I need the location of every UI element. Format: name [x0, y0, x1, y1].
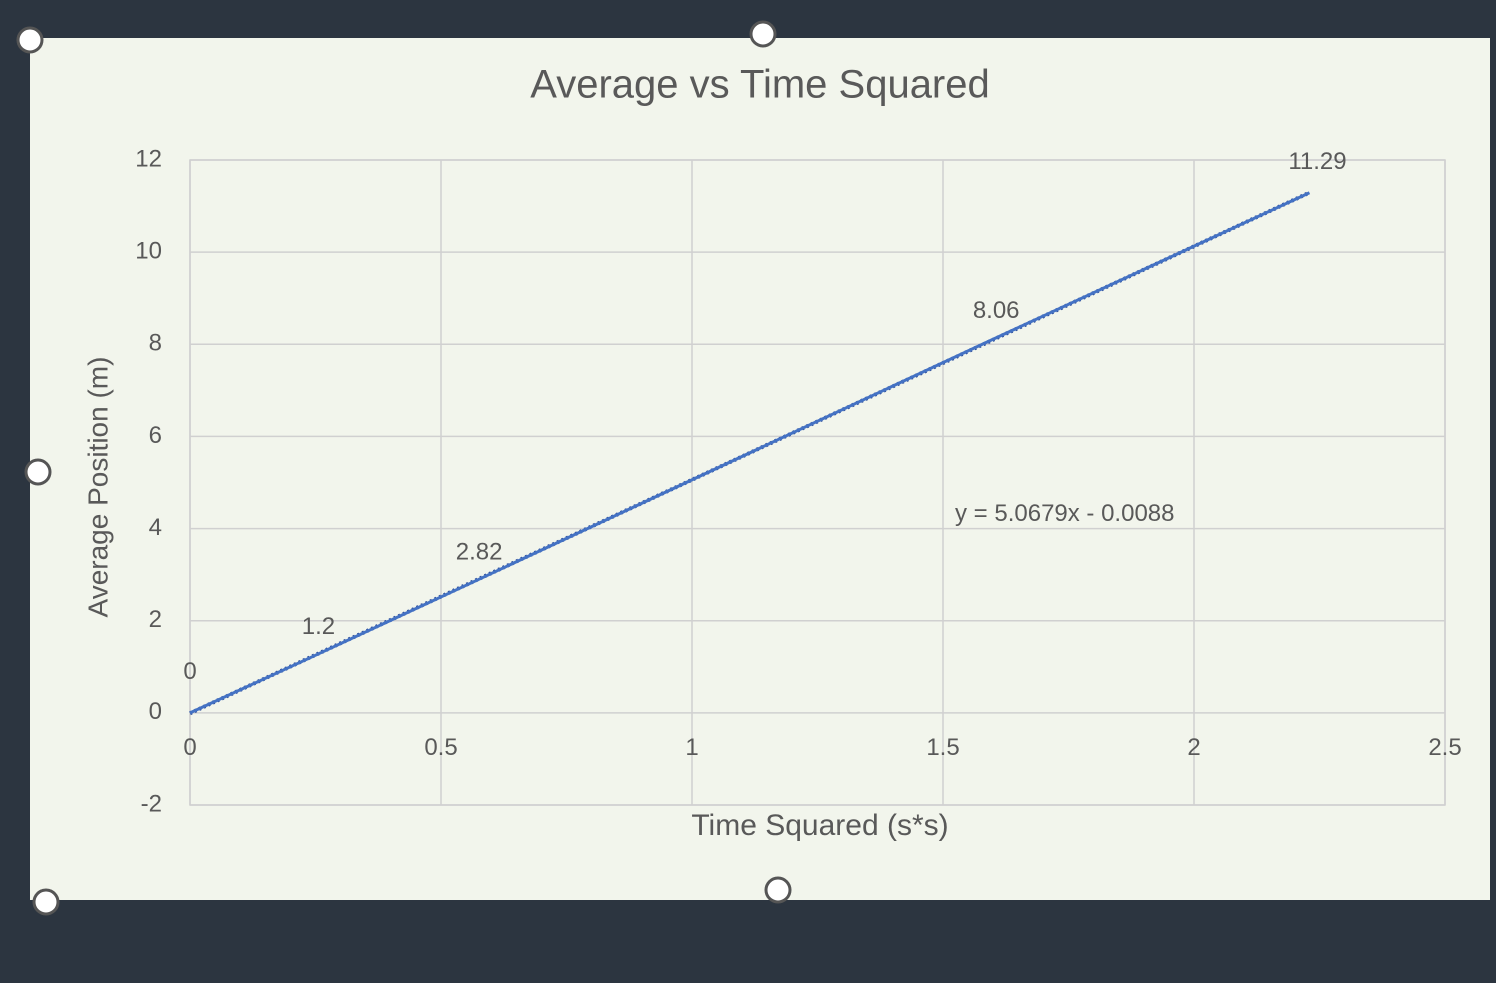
y-axis-label: Average Position (m) — [82, 357, 113, 618]
x-tick-label: 0.5 — [424, 734, 457, 761]
handle — [32, 888, 60, 916]
handle — [764, 876, 792, 904]
y-tick-label: -2 — [141, 790, 162, 817]
data-label: 0 — [183, 658, 196, 685]
y-tick-label: 4 — [149, 514, 162, 541]
data-label: 8.06 — [973, 297, 1020, 324]
y-tick-label: 2 — [149, 606, 162, 633]
y-tick-label: 8 — [149, 330, 162, 357]
data-label: 11.29 — [1288, 148, 1346, 175]
x-tick-label: 0 — [183, 734, 196, 761]
handle — [24, 458, 52, 486]
y-tick-label: 6 — [149, 422, 162, 449]
selection-handles — [16, 20, 792, 916]
handle — [16, 26, 44, 54]
chart-frame — [30, 38, 1490, 900]
x-tick-label: 2.5 — [1428, 734, 1461, 761]
y-tick-label: 10 — [135, 237, 162, 264]
x-tick-label: 1.5 — [926, 734, 959, 761]
handle — [749, 20, 777, 48]
x-axis-label: Time Squared (s*s) — [691, 809, 948, 842]
data-line — [189, 191, 1311, 715]
data-label: 2.82 — [456, 538, 503, 565]
chart-title: Average vs Time Squared — [530, 63, 990, 107]
x-tick-label: 2 — [1187, 734, 1200, 761]
trendline-equation: y = 5.0679x - 0.0088 — [955, 500, 1175, 527]
x-tick-label: 1 — [685, 734, 698, 761]
y-tick-label: 12 — [135, 145, 162, 172]
y-tick-label: 0 — [149, 698, 162, 725]
data-label: 1.2 — [302, 613, 335, 640]
